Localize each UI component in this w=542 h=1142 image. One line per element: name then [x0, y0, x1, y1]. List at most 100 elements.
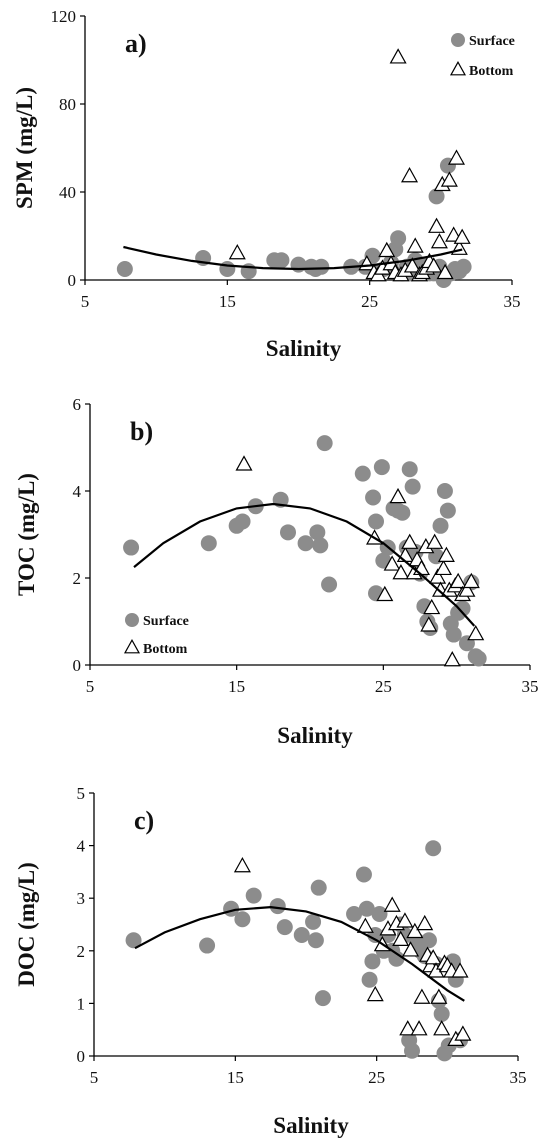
- legend-marker-surface: [125, 613, 139, 627]
- surface-point: [280, 524, 296, 541]
- surface-point: [219, 261, 236, 277]
- bottom-point: [467, 624, 485, 641]
- bottom-point: [392, 564, 410, 580]
- bottom-point: [423, 598, 441, 615]
- surface-point: [346, 905, 363, 922]
- y-tick-label: 6: [73, 395, 82, 414]
- legend-marker-bottom: [449, 60, 467, 76]
- surface-point: [394, 504, 411, 521]
- x-tick-label: 15: [227, 1068, 244, 1087]
- bottom-point: [383, 896, 401, 912]
- bottom-point: [427, 962, 445, 978]
- y-tick-label: 4: [77, 837, 86, 856]
- bottom-point: [449, 572, 467, 589]
- bottom-point: [396, 912, 414, 928]
- y-axis-label: TOC (mg/L): [14, 473, 39, 596]
- bottom-point: [424, 949, 442, 965]
- surface-point: [368, 513, 384, 530]
- x-axis-label: Salinity: [273, 1113, 349, 1138]
- surface-point: [199, 937, 216, 954]
- bottom-point: [453, 228, 471, 244]
- panel-label: c): [134, 806, 154, 835]
- y-tick-label: 4: [73, 482, 82, 501]
- bottom-point: [406, 922, 424, 939]
- x-tick-label: 15: [228, 677, 245, 696]
- surface-point: [428, 188, 445, 205]
- surface-point: [297, 535, 314, 552]
- bottom-point: [451, 962, 469, 978]
- x-axis-label: Salinity: [277, 723, 353, 748]
- bottom-point: [458, 581, 476, 597]
- bottom-point: [403, 257, 421, 273]
- x-tick-label: 5: [86, 677, 95, 696]
- surface-point: [364, 953, 381, 970]
- chart-panel-1: 0 40 80 120 5 15 25 35 Salinity SPM (mg/L) a) Surfa…: [12, 7, 521, 361]
- legend-label: Surface: [143, 614, 189, 629]
- surface-point: [354, 465, 371, 482]
- surface-point: [439, 502, 456, 519]
- surface-point: [312, 537, 329, 554]
- surface-point: [293, 927, 310, 944]
- bottom-point: [428, 217, 446, 233]
- surface-point: [388, 950, 405, 967]
- surface-point: [390, 230, 407, 247]
- panel-label: a): [125, 29, 147, 58]
- x-tick-label: 5: [81, 292, 90, 311]
- bottom-point: [434, 559, 452, 576]
- bottom-point: [454, 1025, 472, 1041]
- surface-point: [455, 258, 472, 275]
- surface-point: [305, 913, 322, 930]
- y-axis-label: DOC (mg/L): [14, 862, 39, 987]
- y-tick-label: 5: [77, 784, 86, 803]
- bottom-point: [402, 941, 420, 957]
- bottom-point: [235, 455, 253, 471]
- legend-marker-surface: [451, 33, 465, 47]
- surface-point: [116, 261, 133, 277]
- surface-point: [445, 626, 462, 643]
- bottom-point: [389, 48, 407, 64]
- bottom-point: [429, 568, 447, 584]
- surface-point: [358, 900, 375, 917]
- x-tick-label: 25: [368, 1068, 385, 1087]
- surface-point: [454, 600, 471, 617]
- bottom-point: [406, 237, 424, 253]
- surface-point: [200, 535, 217, 552]
- y-tick-label: 120: [51, 7, 77, 26]
- surface-point: [316, 435, 333, 452]
- y-tick-label: 0: [68, 271, 77, 290]
- bottom-point: [440, 171, 458, 187]
- y-tick-label: 1: [77, 994, 86, 1013]
- legend-label: Surface: [469, 34, 515, 49]
- y-tick-label: 0: [77, 1047, 86, 1066]
- y-tick-label: 2: [73, 569, 82, 588]
- surface-point: [404, 1042, 420, 1059]
- surface-point: [309, 524, 326, 541]
- surface-point: [470, 650, 487, 667]
- surface-point: [273, 252, 290, 269]
- y-tick-label: 80: [59, 95, 76, 114]
- surface-point: [432, 517, 449, 534]
- bottom-point: [416, 914, 434, 931]
- surface-point: [425, 840, 442, 857]
- legend-label: Bottom: [143, 642, 188, 657]
- legend: Surface Bottom: [449, 33, 515, 79]
- surface-point: [310, 879, 327, 896]
- legend-label: Bottom: [469, 64, 514, 79]
- surface-point: [123, 539, 140, 556]
- surface-point: [433, 1005, 450, 1022]
- bottom-point: [233, 857, 251, 873]
- legend: Surface Bottom: [123, 613, 189, 657]
- bottom-point: [420, 616, 438, 632]
- surface-point: [321, 576, 338, 593]
- bottom-point: [401, 533, 419, 549]
- bottom-point: [430, 988, 448, 1004]
- trend-line: [134, 905, 465, 1002]
- x-tick-label: 35: [522, 677, 539, 696]
- bottom-point: [401, 166, 419, 183]
- x-tick-label: 35: [504, 292, 521, 311]
- bottom-point: [447, 149, 466, 165]
- chart-panel-2: 0 2 4 6 5 15 25 35 Salinity TOC (mg/L) b) Surface Bo…: [14, 395, 539, 748]
- surface-point: [269, 898, 286, 915]
- trend-line: [133, 502, 476, 627]
- trend-line: [123, 245, 463, 271]
